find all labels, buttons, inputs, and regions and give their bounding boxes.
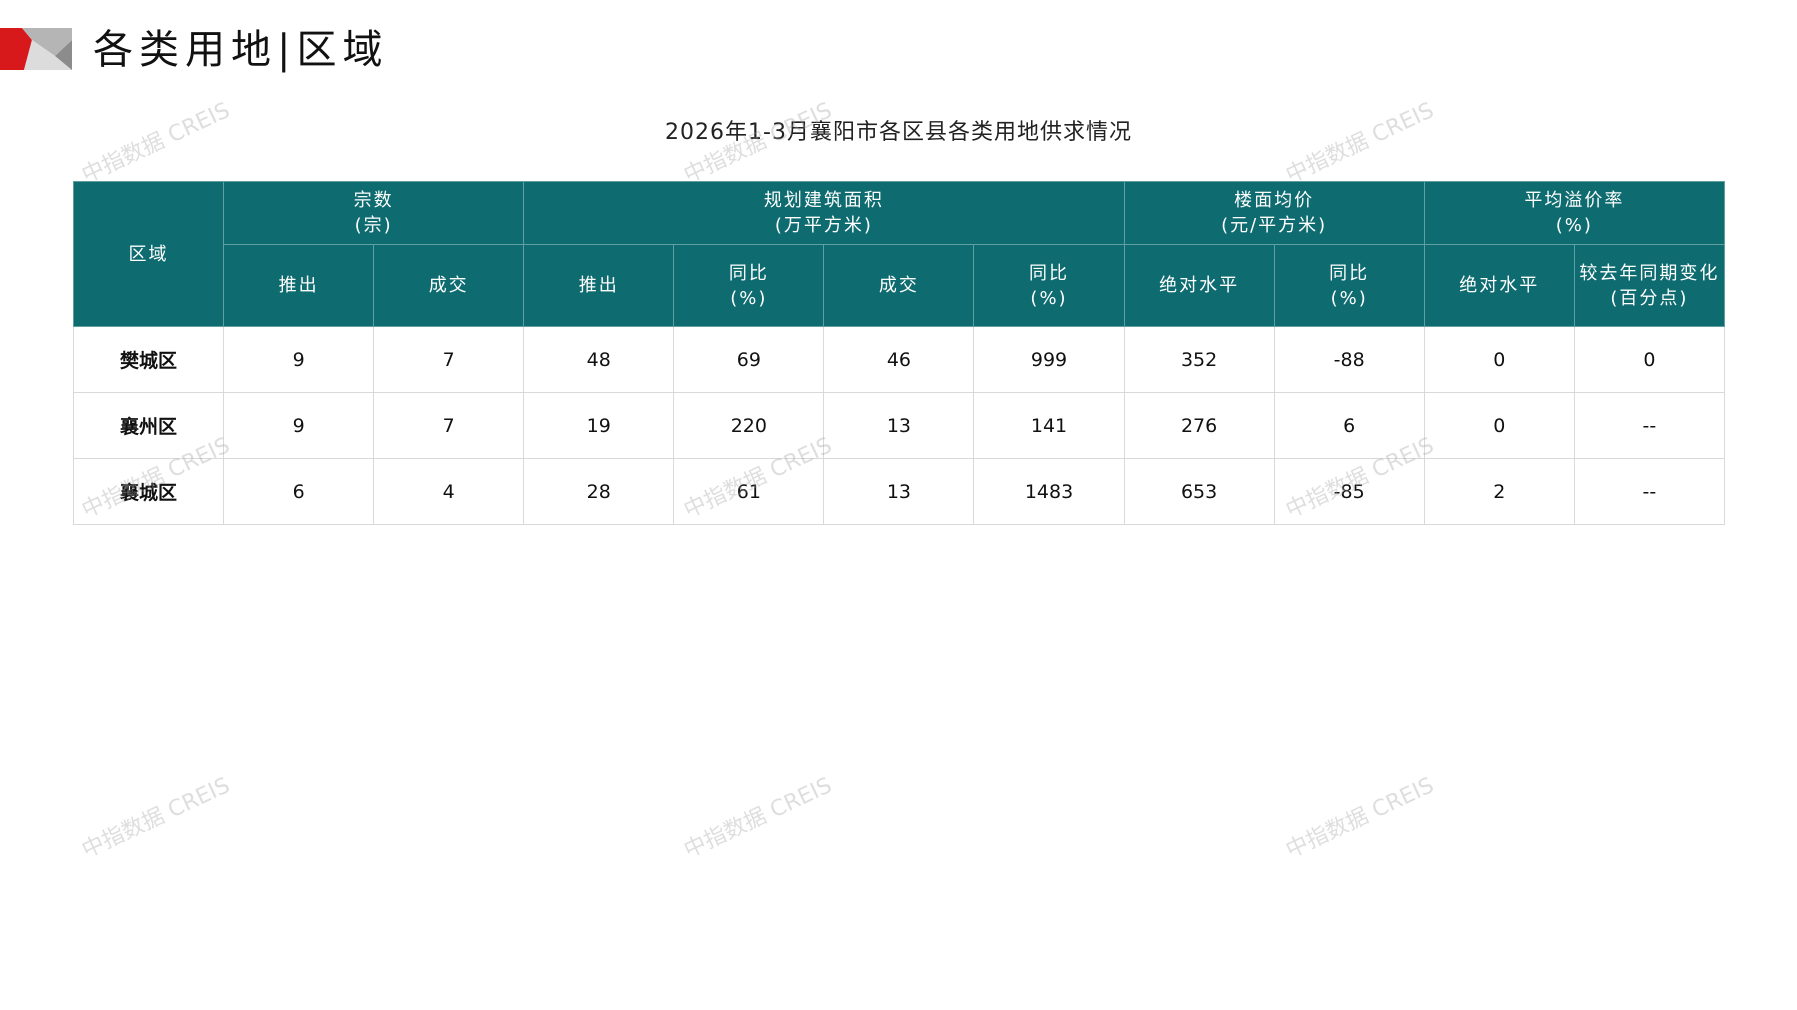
page-title: 各类用地|区域: [93, 27, 389, 73]
region-cell: 襄城区: [72, 458, 225, 525]
header-sub: 成交: [373, 244, 525, 327]
header-group: 规划建筑面积 (万平方米): [523, 181, 1125, 245]
watermark: 中指数据 CREIS: [78, 773, 234, 864]
value-cell: -85: [1273, 458, 1425, 525]
value-cell: 48: [523, 326, 675, 393]
header-sub: 推出: [223, 244, 375, 327]
header-sub: 同比 (%): [1273, 244, 1425, 327]
header-sub: 同比 (%): [973, 244, 1125, 327]
value-cell: 653: [1123, 458, 1275, 525]
header-sub: 推出: [523, 244, 675, 327]
table-row: 襄城区 6 4 28 61 13 1483 653 -85 2 --: [72, 458, 1726, 525]
header-group: 平均溢价率 (%): [1423, 181, 1726, 245]
value-cell: 69: [673, 326, 825, 393]
value-cell: 4: [373, 458, 525, 525]
header-region: 区域: [72, 181, 225, 327]
value-cell: 7: [373, 326, 525, 393]
value-cell: 2: [1423, 458, 1575, 525]
value-cell: 0: [1423, 392, 1575, 459]
value-cell: 13: [823, 392, 975, 459]
value-cell: 28: [523, 458, 675, 525]
value-cell: 0: [1423, 326, 1575, 393]
header-group: 宗数 (宗): [223, 181, 525, 245]
header-group: 楼面均价 (元/平方米): [1123, 181, 1425, 245]
value-cell: 13: [823, 458, 975, 525]
value-cell: 220: [673, 392, 825, 459]
value-cell: 6: [1273, 392, 1425, 459]
value-cell: 9: [223, 392, 375, 459]
value-cell: 352: [1123, 326, 1275, 393]
value-cell: --: [1573, 392, 1726, 459]
value-cell: 46: [823, 326, 975, 393]
table-row: 樊城区 9 7 48 69 46 999 352 -88 0 0: [72, 326, 1726, 393]
value-cell: 1483: [973, 458, 1125, 525]
watermark: 中指数据 CREIS: [680, 773, 836, 864]
value-cell: 0: [1573, 326, 1726, 393]
header-sub: 同比 (%): [673, 244, 825, 327]
value-cell: 9: [223, 326, 375, 393]
table-title: 2026年1-3月襄阳市各区县各类用地供求情况: [665, 120, 1132, 145]
value-cell: 7: [373, 392, 525, 459]
header-sub: 绝对水平: [1423, 244, 1575, 327]
value-cell: 19: [523, 392, 675, 459]
region-cell: 樊城区: [72, 326, 225, 393]
value-cell: -88: [1273, 326, 1425, 393]
value-cell: 141: [973, 392, 1125, 459]
value-cell: 61: [673, 458, 825, 525]
value-cell: --: [1573, 458, 1726, 525]
region-cell: 襄州区: [72, 392, 225, 459]
value-cell: 999: [973, 326, 1125, 393]
land-supply-table: 区域 宗数 (宗) 规划建筑面积 (万平方米) 楼面均价 (元/平方米) 平均溢价率(…: [72, 181, 1726, 525]
value-cell: 276: [1123, 392, 1275, 459]
value-cell: 6: [223, 458, 375, 525]
watermark: 中指数据 CREIS: [1282, 773, 1438, 864]
header-sub: 成交: [823, 244, 975, 327]
brand-logo: [0, 28, 72, 70]
header-sub: 绝对水平: [1123, 244, 1275, 327]
header-sub: 较去年同期变化 (百分点): [1573, 244, 1726, 327]
table-row: 襄州区 9 7 19 220 13 141 276 6 0 --: [72, 392, 1726, 459]
